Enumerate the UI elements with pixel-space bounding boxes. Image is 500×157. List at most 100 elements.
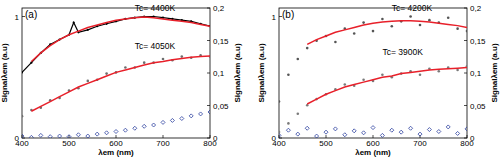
- data-point: [456, 27, 459, 30]
- data-point: [95, 132, 99, 136]
- y2-tick: [207, 40, 210, 41]
- series-line: [307, 68, 467, 104]
- data-point: [30, 62, 32, 64]
- y2-axis-label: Signalλem (a.u): [233, 43, 242, 102]
- data-point: [362, 78, 365, 81]
- data-point: [334, 41, 337, 44]
- data-point: [142, 124, 146, 128]
- data-point: [447, 16, 450, 19]
- plot-data: [22, 15, 210, 138]
- x-axis-label: λem (nm): [355, 148, 391, 157]
- y2-tick: [464, 8, 467, 9]
- data-point: [105, 72, 108, 75]
- data-point: [409, 126, 413, 130]
- data-point: [208, 110, 210, 114]
- x-tick-label: 700: [413, 139, 427, 148]
- y-tick-label: 0: [15, 134, 20, 143]
- y-axis-label: Signalλem (a.u): [0, 43, 9, 102]
- data-point: [181, 55, 184, 58]
- y2-axis-label: Signalλem (a.u): [490, 43, 499, 102]
- data-point: [161, 120, 165, 124]
- panel: 4005006007008000100,050,10,150,2λem (nm)…: [257, 3, 499, 157]
- x-tick-label: 500: [62, 139, 76, 148]
- data-point: [296, 132, 300, 136]
- data-point: [124, 66, 127, 69]
- y-tick-label: 1: [272, 13, 277, 22]
- x-tick: [373, 135, 374, 138]
- plot-data: [279, 15, 467, 138]
- data-point: [409, 15, 412, 18]
- series-line: [31, 17, 210, 61]
- series-line: [31, 56, 210, 111]
- plot-frame: [279, 8, 467, 138]
- y2-tick-label: 0,1: [470, 69, 482, 78]
- data-point: [380, 133, 384, 137]
- data-point: [437, 130, 441, 134]
- x-tick: [116, 135, 117, 138]
- data-point: [381, 74, 384, 77]
- data-point: [372, 30, 375, 33]
- y-tick-label: 1: [15, 13, 20, 22]
- data-point: [73, 21, 75, 23]
- data-point: [297, 112, 300, 115]
- y2-tick: [207, 73, 210, 74]
- data-point: [123, 128, 127, 132]
- data-point: [315, 134, 319, 138]
- data-point: [352, 129, 356, 133]
- annotation: Tc= 3900K: [382, 47, 423, 57]
- panel-label: (b): [282, 9, 294, 20]
- annotation: Tc= 4200K: [392, 3, 433, 13]
- data-point: [87, 80, 90, 83]
- data-point: [162, 58, 165, 61]
- x-axis-label: λem (nm): [98, 148, 134, 157]
- data-point: [419, 74, 422, 77]
- data-point: [189, 114, 193, 118]
- panel: 4005006007008000100,050,10,150,2λem (nm)…: [0, 3, 242, 157]
- data-point: [371, 126, 375, 130]
- data-point: [362, 21, 365, 24]
- data-point: [114, 130, 118, 134]
- y2-tick-label: 0: [213, 134, 218, 143]
- y2-tick-label: 0,2: [470, 4, 482, 13]
- data-point: [466, 30, 467, 33]
- x-tick: [326, 135, 327, 138]
- figure: 4005006007008000100,050,10,150,2λem (nm)…: [0, 0, 500, 157]
- data-point: [306, 47, 309, 50]
- data-point: [279, 100, 280, 103]
- y2-tick-label: 0,2: [213, 4, 225, 13]
- data-point: [391, 25, 394, 28]
- data-point: [428, 19, 431, 22]
- data-point: [287, 122, 290, 125]
- y2-tick: [207, 138, 210, 139]
- plot-frame: [22, 8, 210, 138]
- y2-tick: [207, 8, 210, 9]
- y2-tick-label: 0,1: [213, 69, 225, 78]
- y-tick-label: 0: [272, 134, 277, 143]
- x-tick: [210, 135, 211, 138]
- data-point: [39, 133, 43, 137]
- x-tick-label: 600: [366, 139, 380, 148]
- data-point: [390, 128, 394, 132]
- data-point: [343, 133, 347, 137]
- x-tick-label: 600: [109, 139, 123, 148]
- data-point: [465, 127, 467, 131]
- data-point: [279, 131, 280, 134]
- data-point: [22, 71, 23, 73]
- y-axis-label: Signalλem (a.u): [257, 43, 266, 102]
- y2-tick-label: 0,05: [213, 102, 229, 111]
- data-point: [22, 134, 24, 138]
- x-tick: [163, 135, 164, 138]
- data-point: [87, 29, 89, 31]
- data-point: [381, 18, 384, 21]
- y2-tick-label: 0: [470, 134, 475, 143]
- data-point: [456, 131, 460, 135]
- data-point: [333, 127, 337, 131]
- data-point: [305, 126, 309, 130]
- y2-tick: [464, 40, 467, 41]
- data-point: [286, 128, 290, 132]
- data-point: [105, 131, 109, 135]
- data-point: [362, 131, 366, 135]
- data-point: [427, 128, 431, 132]
- data-point: [86, 134, 90, 138]
- data-point: [22, 115, 23, 118]
